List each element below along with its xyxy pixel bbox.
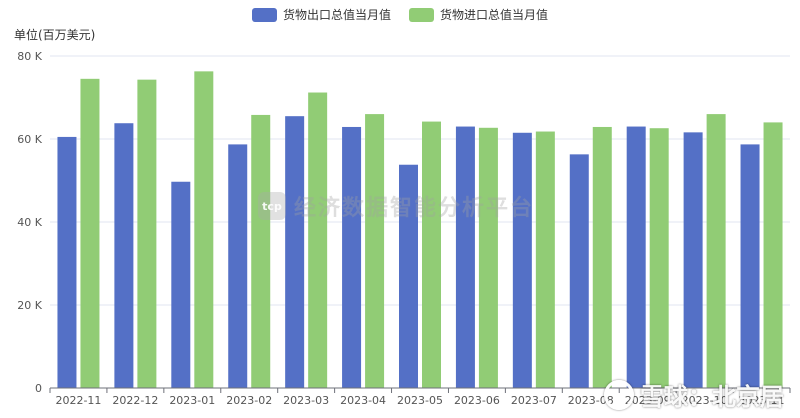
x-tick-label: 2023-11	[739, 394, 785, 407]
bar-import	[649, 128, 669, 388]
bar-import	[478, 127, 498, 389]
y-tick-label: 40 K	[17, 216, 42, 229]
bar-import	[80, 78, 100, 388]
brand-text: 雪球：北京居	[640, 383, 784, 411]
y-axis-unit-label: 单位(百万美元)	[14, 28, 96, 42]
x-tick-label: 2023-08	[568, 394, 614, 407]
bar-export	[683, 132, 703, 388]
bar-export	[455, 126, 475, 389]
bar-import	[422, 121, 441, 388]
x-tick-label: 2023-10	[682, 394, 728, 407]
bar-import	[535, 131, 555, 388]
x-tick-label: 2023-05	[397, 394, 443, 407]
bar-export	[626, 126, 646, 389]
bar-export	[114, 123, 134, 388]
watermark: tcp 经济数据智能分析平台	[258, 190, 534, 222]
bar-import	[763, 122, 783, 389]
bar-import	[592, 126, 612, 388]
bar-export	[57, 136, 77, 388]
legend-swatch-export	[251, 7, 277, 22]
x-tick-label: 2023-09	[625, 394, 671, 407]
bar-export	[569, 154, 589, 388]
bar-export	[342, 126, 362, 388]
bar-export	[740, 144, 760, 388]
bar-export	[399, 164, 418, 388]
legend-item-import[interactable]: 货物进口总值当月值	[409, 6, 548, 23]
bar-import	[194, 71, 214, 388]
legend-label-export: 货物出口总值当月值	[282, 8, 391, 22]
bar-import	[251, 114, 271, 389]
brand-watermark: 雪球：北京居	[604, 377, 784, 412]
legend-item-export[interactable]: 货物出口总值当月值	[251, 6, 391, 23]
bar-import	[706, 114, 726, 388]
bar-export	[228, 144, 248, 388]
watermark-logo-icon: tcp	[258, 192, 286, 220]
y-tick-label: 60 K	[17, 133, 42, 146]
x-tick-label: 2023-06	[454, 394, 500, 407]
x-tick-label: 2023-04	[340, 394, 386, 407]
y-tick-label: 80 K	[17, 50, 42, 63]
snowball-logo-icon	[604, 379, 634, 410]
legend: 货物出口总值当月值 货物进口总值当月值	[0, 6, 800, 23]
x-tick-label: 2022-12	[112, 394, 158, 407]
x-tick-label: 2023-07	[511, 394, 557, 407]
bar-import	[365, 114, 385, 388]
bar-import	[308, 92, 328, 389]
bar-export	[285, 116, 305, 389]
y-tick-label: 20 K	[17, 299, 42, 312]
bar-export	[171, 181, 191, 388]
legend-label-import: 货物进口总值当月值	[440, 8, 549, 22]
watermark-text: 经济数据智能分析平台	[294, 196, 535, 221]
x-tick-label: 2023-03	[283, 394, 329, 407]
x-tick-label: 2023-02	[226, 394, 272, 407]
bar-export	[512, 132, 532, 388]
bar-import	[137, 79, 157, 388]
x-tick-label: 2022-11	[55, 394, 101, 407]
legend-swatch-import	[409, 7, 434, 22]
y-tick-label: 0	[35, 382, 42, 395]
x-tick-label: 2023-01	[169, 394, 215, 407]
